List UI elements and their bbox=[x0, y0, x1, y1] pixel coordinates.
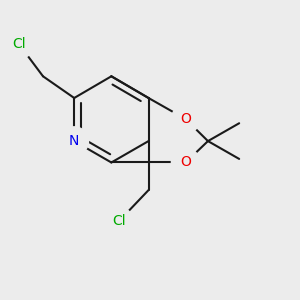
Text: Cl: Cl bbox=[112, 214, 126, 228]
Circle shape bbox=[5, 30, 34, 59]
Text: O: O bbox=[180, 155, 191, 170]
Text: Cl: Cl bbox=[12, 38, 26, 52]
Circle shape bbox=[171, 105, 200, 134]
Text: O: O bbox=[180, 112, 191, 126]
Text: N: N bbox=[69, 134, 80, 148]
Circle shape bbox=[104, 207, 133, 236]
Circle shape bbox=[60, 127, 88, 155]
Circle shape bbox=[171, 148, 200, 177]
